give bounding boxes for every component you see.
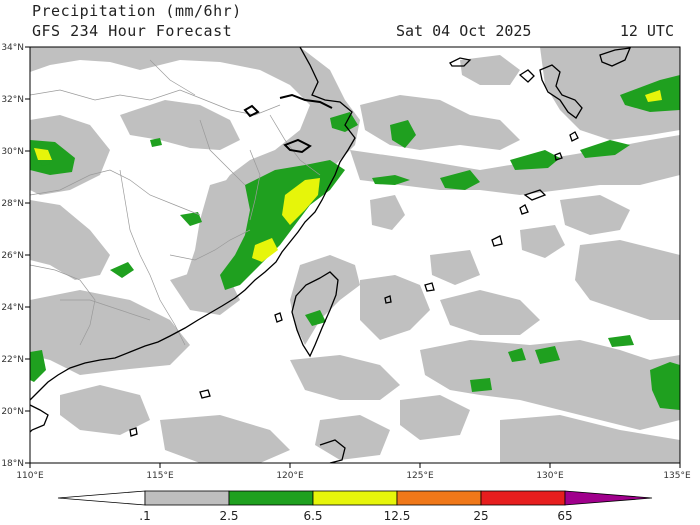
colorbar-segment-below-0.1 — [57, 490, 146, 506]
lon-label-115: 115°E — [146, 471, 174, 481]
lat-label-26: 26°N — [1, 251, 24, 261]
axis-ticks — [25, 46, 681, 468]
colorbar-label-6.5: 6.5 — [303, 509, 322, 523]
longitude-labels: 110°E 115°E 120°E 125°E 130°E 135°E — [16, 471, 691, 481]
valid-date: Sat 04 Oct 2025 — [396, 22, 532, 40]
latitude-labels: 18°N 20°N 22°N 24°N 26°N 28°N 30°N 32°N … — [1, 43, 24, 469]
lat-label-22: 22°N — [1, 355, 24, 365]
colorbar: .1 2.5 6.5 12.5 25 65 — [57, 490, 653, 523]
colorbar-segment-6.5-12.5 — [312, 490, 398, 506]
lat-label-32: 32°N — [1, 95, 24, 105]
colorbar-label-65: 65 — [557, 509, 572, 523]
lat-label-20: 20°N — [1, 407, 24, 417]
province-borders — [30, 59, 321, 346]
coastlines — [30, 47, 632, 463]
colorbar-segment-0.1-2.5 — [144, 490, 230, 506]
colorbar-segment-above-65 — [564, 490, 653, 506]
lon-label-135: 135°E — [663, 471, 691, 481]
lat-label-30: 30°N — [1, 147, 24, 157]
colorbar-label-25: 25 — [473, 509, 488, 523]
lat-label-18: 18°N — [1, 459, 24, 469]
map-title: Precipitation (mm/6hr) — [32, 2, 242, 20]
lat-label-28: 28°N — [1, 199, 24, 209]
lon-label-110: 110°E — [16, 471, 44, 481]
lon-label-120: 120°E — [276, 471, 304, 481]
colorbar-label-2.5: 2.5 — [219, 509, 238, 523]
colorbar-segment-2.5-6.5 — [228, 490, 314, 506]
colorbar-segment-12.5-25 — [396, 490, 482, 506]
colorbar-label-12.5: 12.5 — [384, 509, 411, 523]
colorbar-segment-25-65 — [480, 490, 566, 506]
forecast-subtitle: GFS 234 Hour Forecast — [32, 22, 233, 40]
valid-time: 12 UTC — [619, 22, 674, 40]
lon-label-125: 125°E — [406, 471, 434, 481]
colorbar-label-0.1: .1 — [139, 509, 150, 523]
lat-label-24: 24°N — [1, 303, 24, 313]
lon-label-130: 130°E — [536, 471, 564, 481]
lat-label-34: 34°N — [1, 43, 24, 53]
inland-water — [243, 93, 333, 154]
precip-heavy-areas — [34, 90, 662, 262]
